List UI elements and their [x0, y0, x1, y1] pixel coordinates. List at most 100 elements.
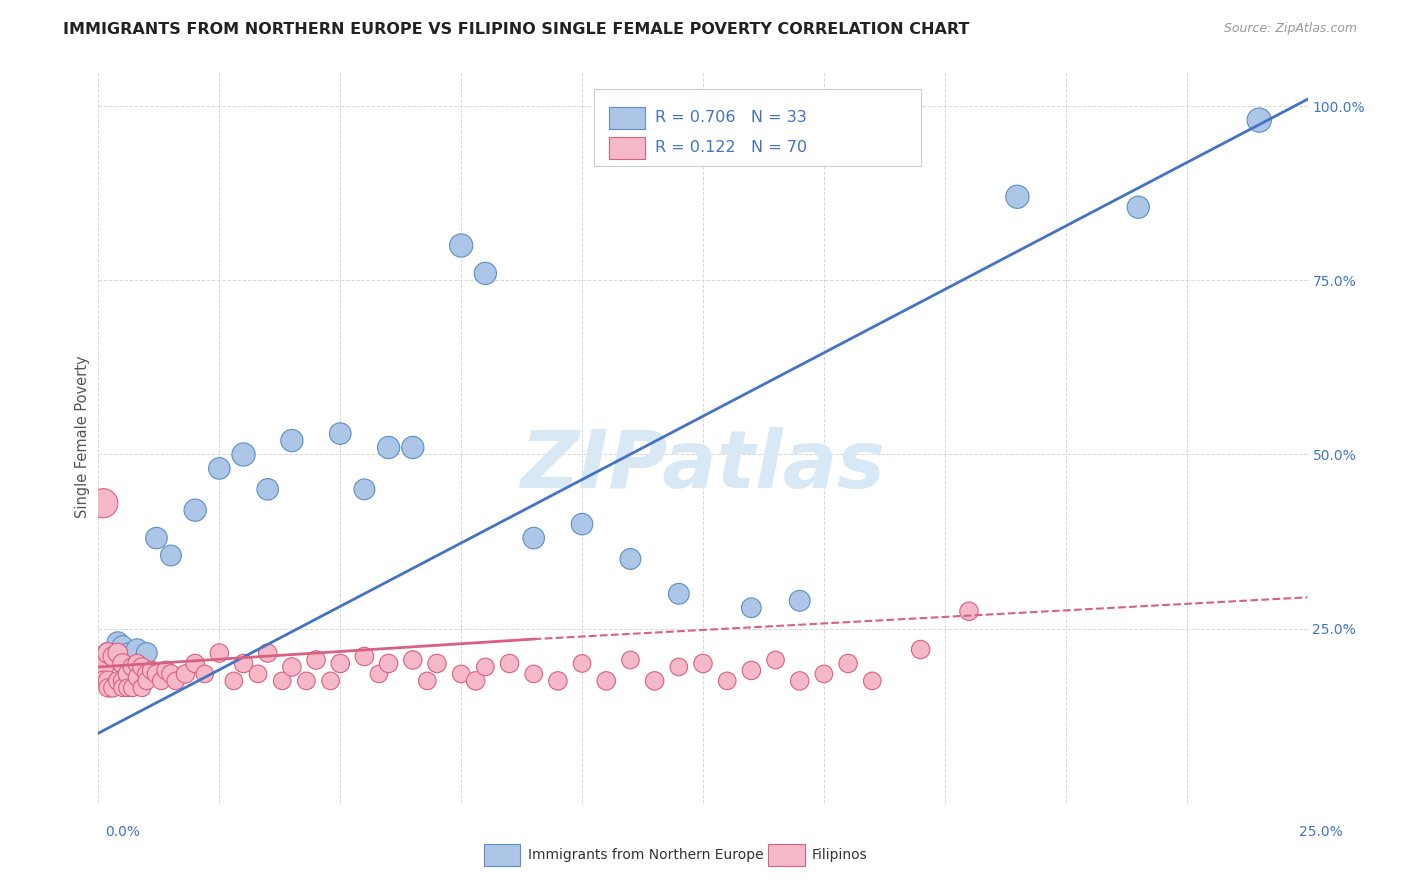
FancyBboxPatch shape	[484, 844, 520, 866]
Point	[184, 503, 207, 517]
Point	[111, 657, 134, 671]
Point	[547, 673, 569, 688]
Point	[160, 549, 183, 563]
Point	[474, 660, 496, 674]
Point	[716, 673, 738, 688]
Text: R = 0.122   N = 70: R = 0.122 N = 70	[655, 140, 807, 155]
Point	[127, 642, 149, 657]
Point	[117, 681, 139, 695]
Point	[416, 673, 439, 688]
Point	[91, 660, 114, 674]
Point	[353, 483, 375, 497]
Point	[91, 673, 114, 688]
Point	[1128, 200, 1150, 214]
Point	[127, 670, 149, 684]
Point	[97, 681, 120, 695]
Point	[329, 426, 352, 441]
Point	[111, 673, 134, 688]
Point	[571, 517, 593, 532]
Point	[101, 653, 124, 667]
Point	[426, 657, 449, 671]
Point	[208, 461, 231, 475]
Point	[377, 657, 399, 671]
FancyBboxPatch shape	[768, 844, 804, 866]
Point	[619, 552, 641, 566]
Point	[160, 667, 183, 681]
Point	[595, 673, 617, 688]
Point	[789, 673, 811, 688]
Point	[692, 657, 714, 671]
Point	[174, 667, 197, 681]
Point	[402, 653, 425, 667]
Point	[256, 483, 278, 497]
Y-axis label: Single Female Poverty: Single Female Poverty	[75, 356, 90, 518]
Point	[107, 646, 129, 660]
Point	[464, 673, 486, 688]
Point	[271, 673, 294, 688]
Point	[135, 667, 157, 681]
Point	[837, 657, 859, 671]
Point	[107, 635, 129, 649]
Point	[740, 600, 762, 615]
Point	[145, 531, 167, 545]
Point	[107, 642, 129, 657]
Point	[571, 657, 593, 671]
FancyBboxPatch shape	[595, 89, 921, 167]
Point	[117, 667, 139, 681]
Point	[644, 673, 666, 688]
Point	[232, 448, 254, 462]
Text: 0.0%: 0.0%	[105, 825, 141, 839]
Point	[141, 664, 163, 678]
Point	[668, 660, 690, 674]
Point	[155, 664, 177, 678]
Point	[256, 646, 278, 660]
Point	[232, 657, 254, 671]
Point	[135, 673, 157, 688]
Point	[97, 673, 120, 688]
Point	[101, 649, 124, 664]
Point	[111, 681, 134, 695]
Text: IMMIGRANTS FROM NORTHERN EUROPE VS FILIPINO SINGLE FEMALE POVERTY CORRELATION CH: IMMIGRANTS FROM NORTHERN EUROPE VS FILIP…	[63, 22, 970, 37]
Point	[619, 653, 641, 667]
Text: ZIPatlas: ZIPatlas	[520, 427, 886, 506]
Point	[523, 531, 546, 545]
Point	[194, 667, 217, 681]
Point	[860, 673, 883, 688]
Point	[131, 660, 153, 674]
Point	[121, 660, 143, 674]
Point	[1249, 113, 1271, 128]
Point	[813, 667, 835, 681]
Point	[281, 434, 304, 448]
Point	[1007, 190, 1029, 204]
Point	[765, 653, 787, 667]
Point	[131, 657, 153, 671]
Point	[789, 594, 811, 608]
Point	[368, 667, 391, 681]
Text: 25.0%: 25.0%	[1299, 825, 1343, 839]
Point	[145, 667, 167, 681]
Point	[117, 646, 139, 660]
Text: Immigrants from Northern Europe: Immigrants from Northern Europe	[527, 848, 763, 863]
Text: Filipinos: Filipinos	[811, 848, 868, 863]
Point	[295, 673, 318, 688]
Point	[523, 667, 546, 681]
Point	[474, 266, 496, 280]
Point	[247, 667, 270, 681]
Point	[740, 664, 762, 678]
Point	[668, 587, 690, 601]
Point	[402, 441, 425, 455]
Point	[305, 653, 328, 667]
Point	[353, 649, 375, 664]
Point	[107, 673, 129, 688]
Point	[135, 646, 157, 660]
Point	[97, 646, 120, 660]
Point	[450, 238, 472, 252]
FancyBboxPatch shape	[609, 137, 645, 159]
Point	[910, 642, 932, 657]
Point	[329, 657, 352, 671]
Point	[131, 681, 153, 695]
Point	[101, 681, 124, 695]
Text: R = 0.706   N = 33: R = 0.706 N = 33	[655, 110, 807, 125]
Point	[111, 646, 134, 660]
Point	[184, 657, 207, 671]
